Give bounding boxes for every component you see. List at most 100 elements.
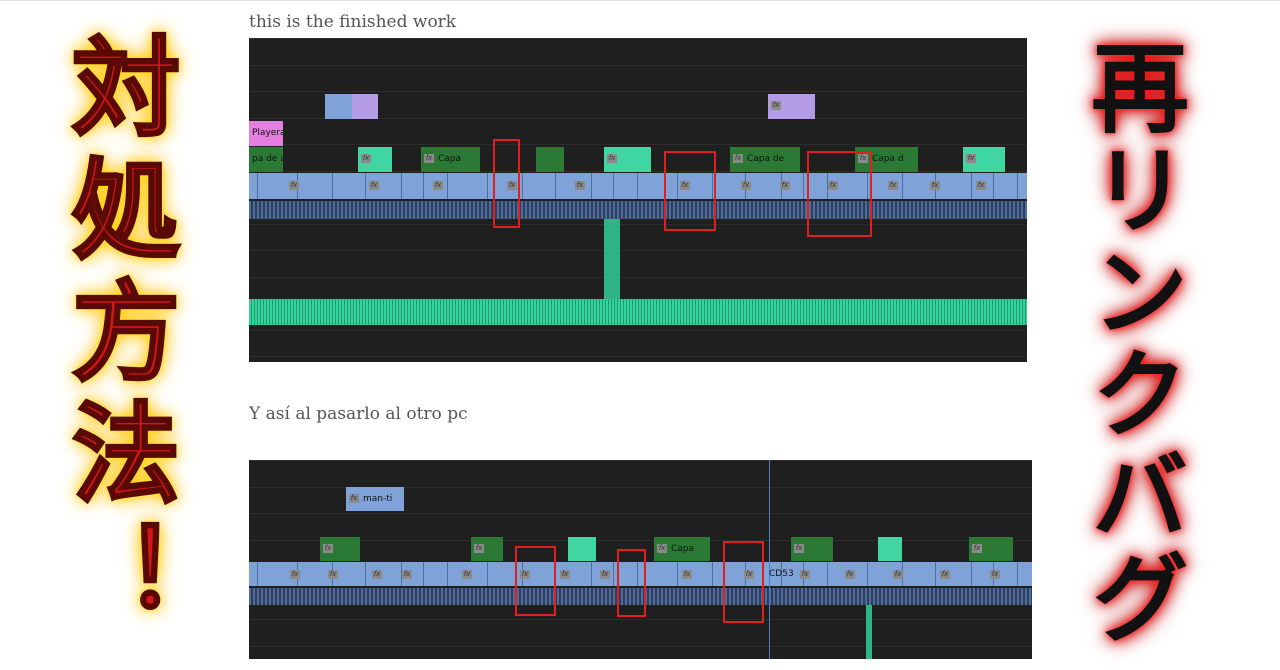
clip-divider xyxy=(555,173,556,199)
clip-label: Capa xyxy=(438,154,462,164)
track-line xyxy=(249,38,1027,39)
clip-divider xyxy=(365,173,366,199)
fx-icon: fx xyxy=(433,181,443,190)
right-heading: 再リンクバグ xyxy=(1074,37,1188,649)
fx-icon: fx xyxy=(657,544,667,553)
clip-divider xyxy=(827,562,828,586)
clip xyxy=(352,94,378,119)
clip xyxy=(878,537,902,561)
clip-divider xyxy=(1017,173,1018,199)
fx-icon: fx xyxy=(600,570,610,579)
highlight-box xyxy=(617,549,646,617)
fx-icon: fx xyxy=(575,181,585,190)
clip-divider xyxy=(423,562,424,586)
audio-wave xyxy=(604,219,620,299)
clip-divider xyxy=(781,562,782,586)
clip: fx xyxy=(358,147,392,172)
clip-divider xyxy=(487,173,488,199)
clip-divider xyxy=(401,562,402,586)
left-heading: 対処方法！ xyxy=(53,30,181,643)
fx-icon: fx xyxy=(323,544,333,553)
clip-divider xyxy=(803,173,804,199)
clip-divider xyxy=(522,173,523,199)
fx-icon: fx xyxy=(607,154,617,163)
clip-divider xyxy=(637,562,638,586)
clip-divider xyxy=(613,173,614,199)
clip-divider xyxy=(447,173,448,199)
clip-label: Capa xyxy=(671,544,695,554)
clip-divider xyxy=(332,173,333,199)
clip-divider xyxy=(935,562,936,586)
clip-label: Playera xyxy=(252,128,283,138)
fx-icon: fx xyxy=(771,101,781,110)
clip xyxy=(536,147,564,172)
fx-icon: fx xyxy=(462,570,472,579)
clip-divider xyxy=(677,562,678,586)
track-line xyxy=(249,486,1032,488)
fx-icon: fx xyxy=(741,181,751,190)
clip-label: Capa d xyxy=(872,154,904,164)
fx-icon: fx xyxy=(828,181,838,190)
fx-icon: fx xyxy=(682,570,692,579)
fx-icon: fx xyxy=(940,570,950,579)
track-line xyxy=(249,645,1032,647)
fx-icon: fx xyxy=(369,181,379,190)
audio-wave xyxy=(249,299,1027,325)
clip-divider xyxy=(971,173,972,199)
clip xyxy=(325,94,352,119)
fx-icon: fx xyxy=(680,181,690,190)
clip-divider xyxy=(993,173,994,199)
track-line xyxy=(249,513,1032,514)
fx-icon: fx xyxy=(402,570,412,579)
highlight-box xyxy=(664,151,716,231)
track-line xyxy=(249,250,1027,251)
clip-divider xyxy=(712,562,713,586)
clip-divider xyxy=(867,562,868,586)
fx-icon: fx xyxy=(972,544,982,553)
clip-divider xyxy=(591,562,592,586)
clip-divider xyxy=(902,173,903,199)
clip: fx Capa xyxy=(421,147,480,172)
clip-divider xyxy=(637,173,638,199)
clip-divider xyxy=(827,173,828,199)
track-line xyxy=(249,117,1027,119)
fx-icon: fx xyxy=(372,570,382,579)
track-line xyxy=(249,619,1032,620)
highlight-box xyxy=(807,151,872,237)
clip-label: CD53 xyxy=(769,569,794,579)
audio-track xyxy=(249,201,1027,219)
fx-icon: fx xyxy=(780,181,790,190)
fx-icon: fx xyxy=(328,570,338,579)
fx-icon: fx xyxy=(424,154,434,163)
clip-divider xyxy=(423,173,424,199)
clip-divider xyxy=(613,562,614,586)
track-line xyxy=(249,223,1027,225)
fx-icon: fx xyxy=(794,544,804,553)
fx-icon: fx xyxy=(966,154,976,163)
fx-icon: fx xyxy=(744,570,754,579)
caption: Y así al pasarlo al otro pc xyxy=(249,404,468,424)
fx-icon: fx xyxy=(474,544,484,553)
clip: fx xyxy=(791,537,833,561)
timeline-screenshot: fx man-ti fx fx fx Capa fx fx fx fx fx fx fx fx fx fx fx… xyxy=(249,460,1032,659)
fx-icon: fx xyxy=(560,570,570,579)
caption: this is the finished work xyxy=(249,12,457,32)
clip-divider xyxy=(591,173,592,199)
clip-divider xyxy=(867,173,868,199)
fx-icon: fx xyxy=(858,154,868,163)
fx-icon: fx xyxy=(361,154,371,163)
track-line xyxy=(249,144,1027,145)
fx-icon: fx xyxy=(990,570,1000,579)
track-line xyxy=(249,460,1032,461)
fx-icon: fx xyxy=(800,570,810,579)
fx-icon: fx xyxy=(349,494,359,503)
clip: fx xyxy=(604,147,651,172)
fx-icon: fx xyxy=(845,570,855,579)
clip: fx man-ti xyxy=(346,487,404,511)
clip: Playera xyxy=(249,121,283,146)
track-line xyxy=(249,64,1027,66)
highlight-box xyxy=(493,139,520,228)
track-line xyxy=(249,329,1027,331)
